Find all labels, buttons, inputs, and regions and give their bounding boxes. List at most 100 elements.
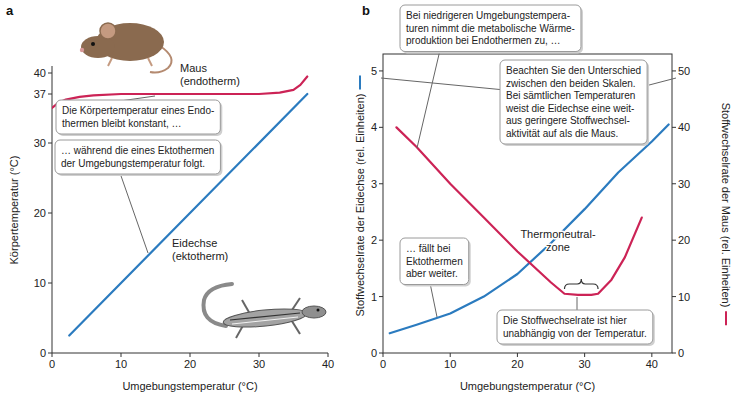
annotation-text: zwischen den beiden Skalen. xyxy=(506,78,636,89)
mouse-foot xyxy=(108,58,112,66)
annotation-text: Die Körpertemperatur eines Endo- xyxy=(62,105,214,116)
axis-title-group: Körpertemperatur (°C) xyxy=(8,156,20,265)
annotation-text: unabhängig von der Temperatur. xyxy=(503,328,647,339)
annotation-text: turen nimmt die metabolische Wärme- xyxy=(406,23,575,34)
y-tick xyxy=(379,127,383,128)
annotation-box xyxy=(497,310,653,344)
axis-title-group: Stoffwechselrate der Maus (rel. Einheite… xyxy=(720,103,732,326)
y2-tick xyxy=(672,296,676,297)
y-tick xyxy=(48,353,52,354)
y-tick-label: 37 xyxy=(34,88,46,100)
x-tick xyxy=(190,353,191,357)
axes: 01020304001234501020304050Umgebungstempe… xyxy=(354,54,732,392)
panel-title: b xyxy=(362,3,370,18)
annotation-text: Bei sämtlichen Temperaturen xyxy=(506,90,635,101)
annotation-text: zone xyxy=(546,241,570,253)
series-line xyxy=(390,125,669,334)
annotation-box xyxy=(56,100,220,134)
annotation-box xyxy=(400,5,581,52)
x-tick-label: 30 xyxy=(253,358,265,370)
x-tick-label: 30 xyxy=(579,358,591,370)
annotation: Die Körpertemperatur eines Endo-thermen … xyxy=(56,96,222,136)
y-tick xyxy=(379,353,383,354)
x-tick-label: 20 xyxy=(511,358,523,370)
annotation-pointer xyxy=(120,173,148,253)
x-tick-label: 40 xyxy=(322,358,334,370)
annotation-pointer xyxy=(381,78,505,90)
annotation: Die Stoffwechselrate ist hier unabhängig … xyxy=(497,297,655,346)
annotation-text: Bei niedrigeren Umgebungstempera- xyxy=(406,10,570,21)
y-tick-label: 30 xyxy=(34,137,46,149)
annotation-text: … während die eines Ektothermen xyxy=(61,145,214,156)
x-tick xyxy=(450,353,451,357)
axis-title: Stoffwechselrate der Maus (rel. Einheite… xyxy=(720,103,732,308)
x-tick xyxy=(651,353,652,357)
lizard-eye xyxy=(317,309,320,312)
y-tick-label: 5 xyxy=(371,65,377,77)
mouse-eye xyxy=(91,42,95,46)
annotation-text: Beachten Sie den Unterschied xyxy=(506,65,641,76)
axis-title: Stoffwechselrate der Eidechse (rel. Einh… xyxy=(354,94,366,317)
y2-tick-label: 30 xyxy=(678,178,690,190)
annotation-text: der Umgebungstemperatur folgt. xyxy=(61,158,205,169)
series-label-line: (ektotherm) xyxy=(172,250,228,262)
annotation: Thermoneutral-zone xyxy=(520,228,596,253)
x-axis-title: Umgebungstemperatur (°C) xyxy=(460,380,595,392)
y-tick-label: 4 xyxy=(371,121,377,133)
annotation-box xyxy=(400,238,469,285)
lizard-stripe xyxy=(232,317,298,324)
annotation-text: thermen bleibt konstant, … xyxy=(62,118,182,129)
x-tick xyxy=(121,353,122,357)
x-tick xyxy=(584,353,585,357)
y-tick-label: 10 xyxy=(34,277,46,289)
y2-tick-label: 20 xyxy=(678,234,690,246)
series-label-line: Maus xyxy=(180,62,210,74)
lizard-head xyxy=(302,306,326,318)
y2-tick xyxy=(672,127,676,128)
y-tick xyxy=(379,183,383,184)
lizard-icon xyxy=(203,284,326,338)
y2-tick-label: 40 xyxy=(678,121,690,133)
x-axis-title: Umgebungstemperatur (°C) xyxy=(122,380,257,392)
axis-title: Körpertemperatur (°C) xyxy=(8,156,20,265)
y-tick xyxy=(48,94,52,95)
y2-tick xyxy=(672,240,676,241)
annotation-text: … fällt bei xyxy=(406,243,450,254)
x-tick xyxy=(517,353,518,357)
panel-title: a xyxy=(6,3,14,18)
series-label: Eidechse (ektotherm) xyxy=(172,237,228,262)
lizard-stripe xyxy=(230,313,300,320)
y2-tick-label: 0 xyxy=(678,347,684,359)
y-tick xyxy=(379,240,383,241)
y2-tick xyxy=(672,183,676,184)
y-tick xyxy=(48,283,52,284)
annotation-box xyxy=(55,140,220,174)
x-tick-label: 40 xyxy=(646,358,658,370)
y2-tick xyxy=(672,70,676,71)
annotation-text: Die Stoffwechselrate ist hier xyxy=(503,315,627,326)
x-tick xyxy=(259,353,260,357)
y-tick xyxy=(379,70,383,71)
annotation: … fällt beiEktothermenaber weiter. xyxy=(400,238,471,317)
annotation-pointer xyxy=(430,283,437,317)
x-tick xyxy=(328,353,329,357)
annotation-text: aus geringere Stoffwechsel- xyxy=(506,115,630,126)
panel: a01020304001020303740Umgebungstemperatur… xyxy=(6,3,334,392)
x-tick-label: 0 xyxy=(49,358,55,370)
annotation-text: produktion bei Endothermen zu, … xyxy=(406,35,561,46)
y-tick-label: 1 xyxy=(371,291,377,303)
axis-title-group: Stoffwechselrate der Eidechse (rel. Einh… xyxy=(354,76,366,317)
y-tick xyxy=(48,73,52,74)
mouse-nose xyxy=(80,48,84,52)
y-tick-label: 2 xyxy=(371,234,377,246)
x-tick-label: 0 xyxy=(380,358,386,370)
y-tick-label: 20 xyxy=(34,207,46,219)
mouse-foot xyxy=(148,58,152,66)
annotation-text: Thermoneutral- xyxy=(520,228,596,240)
y-tick-label: 0 xyxy=(40,347,46,359)
y2-tick xyxy=(672,353,676,354)
annotation-text: aber weiter. xyxy=(406,268,458,279)
series-label-line: (endotherm) xyxy=(180,75,240,87)
annotation: … während die eines Ektothermen der Umgeb… xyxy=(55,140,222,253)
annotation-text: aktivität auf als die Maus. xyxy=(506,128,618,139)
